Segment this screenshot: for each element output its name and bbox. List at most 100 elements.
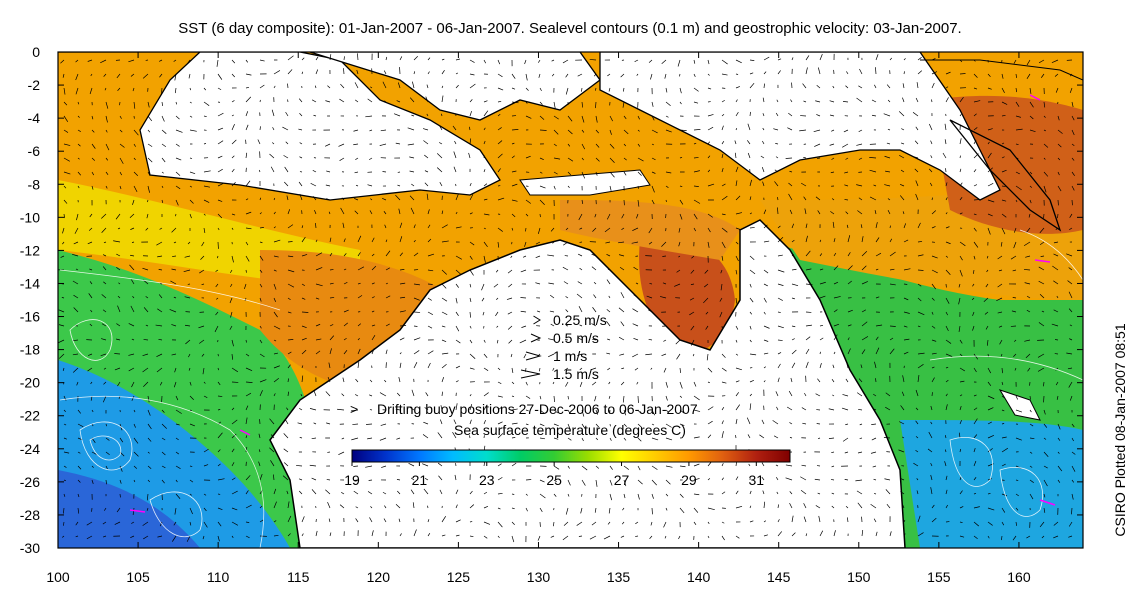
velocity-arrow	[173, 296, 177, 299]
velocity-arrow	[525, 73, 528, 81]
velocity-arrow	[1053, 309, 1059, 313]
velocity-arrow	[1001, 142, 1005, 145]
velocity-arrow	[749, 505, 752, 509]
velocity-arrow	[379, 437, 387, 441]
velocity-arrow	[90, 309, 93, 313]
velocity-arrow	[173, 381, 177, 388]
velocity-arrow	[511, 462, 517, 467]
velocity-arrow	[618, 307, 625, 313]
velocity-arrow	[217, 87, 222, 91]
velocity-arrow	[287, 364, 291, 369]
velocity-arrow	[747, 123, 751, 131]
velocity-arrow	[945, 311, 948, 316]
velocity-arrow	[217, 168, 223, 173]
map-title: SST (6 day composite): 01-Jan-2007 - 06-…	[178, 20, 962, 37]
velocity-arrow	[651, 115, 655, 121]
velocity-arrow	[831, 129, 835, 132]
velocity-arrow	[273, 365, 280, 369]
velocity-arrow	[91, 171, 95, 176]
velocity-arrow	[841, 407, 849, 411]
velocity-arrow	[845, 85, 849, 89]
velocity-arrow	[427, 238, 432, 243]
velocity-arrow	[791, 239, 795, 243]
velocity-legend-arrow	[525, 351, 542, 361]
velocity-arrow	[231, 407, 235, 411]
velocity-arrow	[789, 422, 793, 425]
velocity-arrow	[693, 170, 700, 173]
velocity-arrow	[157, 255, 163, 258]
velocity-arrow	[592, 307, 597, 313]
velocity-arrow	[777, 531, 783, 537]
velocity-arrow	[749, 379, 754, 383]
velocity-arrow	[245, 73, 252, 76]
velocity-arrow	[607, 367, 611, 371]
velocity-arrow	[645, 353, 653, 356]
map-frame	[57, 51, 1084, 549]
velocity-arrow	[637, 115, 640, 120]
velocity-arrow	[973, 535, 978, 540]
velocity-arrow	[145, 227, 149, 231]
velocity-arrow	[844, 451, 849, 454]
velocity-arrow	[133, 171, 139, 177]
velocity-arrow	[169, 309, 177, 313]
velocity-arrow	[665, 507, 668, 511]
velocity-arrow	[563, 521, 569, 526]
velocity-arrow	[1001, 447, 1009, 453]
velocity-arrow	[762, 140, 765, 145]
velocity-arrow	[679, 129, 687, 131]
y-axis: 0-2-4-6-8-10-12-14-16-18-20-22-24-26-28-…	[20, 44, 1083, 556]
velocity-arrow	[903, 351, 909, 355]
velocity-arrow	[857, 210, 863, 215]
velocity-arrow	[874, 361, 877, 369]
velocity-arrow	[828, 437, 835, 439]
velocity-arrow	[632, 227, 639, 232]
x-tick-label: 150	[847, 569, 871, 585]
velocity-arrow	[1000, 241, 1003, 247]
colorbar-title: Sea surface temperature (degrees C)	[454, 422, 686, 438]
land-borneo-sulawesi	[309, 52, 601, 121]
velocity-arrow	[707, 169, 711, 173]
velocity-arrow	[1012, 269, 1017, 272]
velocity-arrow	[341, 197, 345, 201]
velocity-arrow	[704, 269, 709, 274]
x-tick-label: 115	[287, 569, 310, 585]
velocity-arrow	[411, 183, 415, 187]
velocity-arrow	[469, 404, 473, 411]
velocity-arrow	[777, 363, 781, 369]
y-tick-label: -4	[28, 110, 41, 126]
velocity-arrow	[131, 338, 135, 341]
velocity-arrow	[665, 437, 673, 441]
velocity-arrow	[579, 381, 583, 387]
velocity-arrow	[553, 171, 558, 175]
velocity-arrow	[945, 241, 951, 245]
velocity-arrow	[508, 283, 513, 288]
velocity-arrow	[469, 59, 475, 63]
velocity-arrow	[804, 208, 807, 215]
velocity-arrow	[931, 58, 936, 61]
velocity-arrow	[884, 478, 891, 481]
velocity-arrow	[439, 142, 443, 145]
velocity-arrow	[663, 339, 667, 342]
velocity-arrow	[397, 490, 401, 495]
velocity-arrow	[525, 409, 529, 412]
velocity-arrow	[721, 407, 725, 411]
velocity-arrow	[959, 521, 963, 524]
velocity-arrow	[973, 241, 979, 248]
velocity-arrow	[287, 255, 294, 258]
velocity-arrow	[889, 268, 895, 271]
velocity-arrow	[1013, 241, 1017, 249]
velocity-arrow	[539, 367, 541, 372]
velocity-arrow	[945, 86, 949, 89]
velocity-arrow	[553, 409, 558, 414]
velocity-arrow	[147, 451, 150, 454]
velocity-arrow	[413, 56, 418, 61]
velocity-arrow	[997, 311, 1003, 314]
velocity-arrow	[399, 352, 402, 355]
velocity-arrow	[721, 477, 724, 481]
velocity-arrow	[581, 143, 586, 150]
velocity-arrow	[693, 436, 700, 439]
velocity-arrow	[830, 211, 835, 215]
velocity-arrow	[931, 71, 938, 75]
velocity-arrow	[511, 199, 518, 202]
velocity-arrow	[299, 437, 303, 439]
